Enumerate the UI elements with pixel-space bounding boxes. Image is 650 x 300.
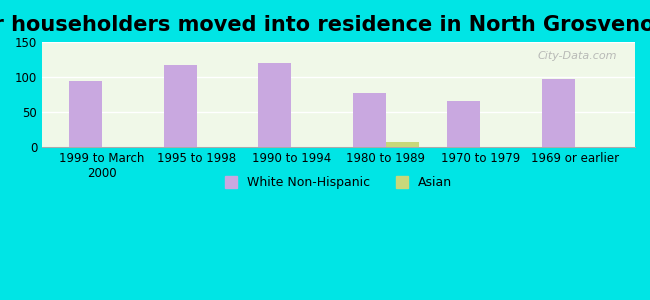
Title: Year householders moved into residence in North Grosvenor Dale: Year householders moved into residence i… xyxy=(0,15,650,35)
Bar xyxy=(164,65,197,147)
Bar xyxy=(386,142,419,147)
Bar xyxy=(542,79,575,147)
Bar xyxy=(69,81,102,147)
Bar xyxy=(353,93,386,147)
Text: City-Data.com: City-Data.com xyxy=(538,50,618,61)
Legend: White Non-Hispanic, Asian: White Non-Hispanic, Asian xyxy=(218,170,458,196)
Bar xyxy=(447,101,480,147)
Bar xyxy=(258,63,291,147)
